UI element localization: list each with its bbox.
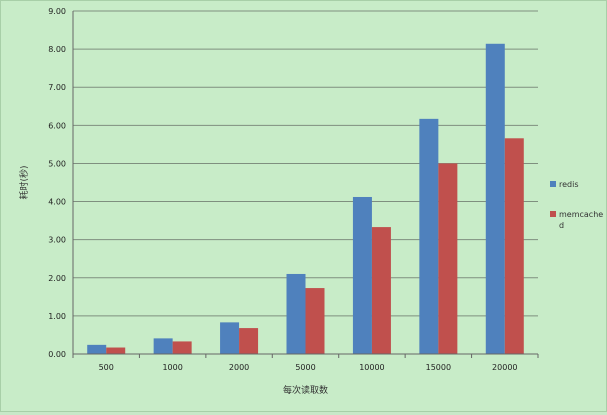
- x-tick-label: 10000: [359, 363, 384, 372]
- legend-label-memcached: memcache d: [559, 210, 603, 230]
- bar-memcached-20000: [504, 138, 524, 354]
- y-tick-label: 8.00: [48, 45, 66, 54]
- bar-memcached-2000: [239, 328, 259, 354]
- y-tick-label: 9.00: [48, 7, 66, 16]
- y-tick-label: 7.00: [48, 83, 66, 92]
- legend-swatch-redis: [550, 181, 556, 187]
- bar-redis-2000: [220, 322, 240, 354]
- y-tick-label: 2.00: [48, 274, 66, 283]
- bar-memcached-15000: [438, 163, 458, 354]
- bar-redis-5000: [286, 273, 306, 354]
- bars: [87, 43, 524, 355]
- bar-memcached-10000: [371, 227, 391, 354]
- y-tick-label: 0.00: [48, 350, 66, 359]
- y-axis-title: 耗时(秒): [18, 165, 30, 199]
- legend: redis memcache d: [550, 180, 603, 230]
- bar-redis-500: [87, 344, 107, 354]
- y-tick-label: 1.00: [48, 312, 66, 321]
- x-tick-label: 20000: [492, 363, 517, 372]
- y-tick-label: 3.00: [48, 236, 66, 245]
- bar-redis-1000: [153, 338, 173, 354]
- y-tick-label: 6.00: [48, 121, 66, 130]
- x-tick-label: 2000: [229, 363, 249, 372]
- x-tick-label: 5000: [295, 363, 315, 372]
- y-tick-label: 4.00: [48, 198, 66, 207]
- bar-memcached-5000: [305, 288, 325, 354]
- y-tick-labels: 0.00 1.00 2.00 3.00 4.00 5.00 6.00 7.00 8.00 9.00: [48, 7, 66, 359]
- x-tick-label: 500: [99, 363, 114, 372]
- bar-memcached-1000: [172, 341, 192, 354]
- bar-redis-10000: [352, 196, 372, 354]
- x-tick-label: 1000: [162, 363, 182, 372]
- legend-label-redis: redis: [559, 180, 579, 189]
- y-tick-label: 5.00: [48, 159, 66, 168]
- x-tick-labels: 500 1000 2000 5000 10000 15000 20000: [99, 363, 518, 372]
- x-tick-label: 15000: [426, 363, 451, 372]
- gridlines: [73, 10, 538, 317]
- axes: [72, 11, 539, 358]
- bar-redis-15000: [419, 118, 439, 354]
- bar-memcached-500: [106, 347, 126, 354]
- x-axis-title: 每次读取数: [283, 384, 328, 396]
- legend-swatch-memcached: [550, 211, 556, 217]
- bar-redis-20000: [485, 43, 505, 355]
